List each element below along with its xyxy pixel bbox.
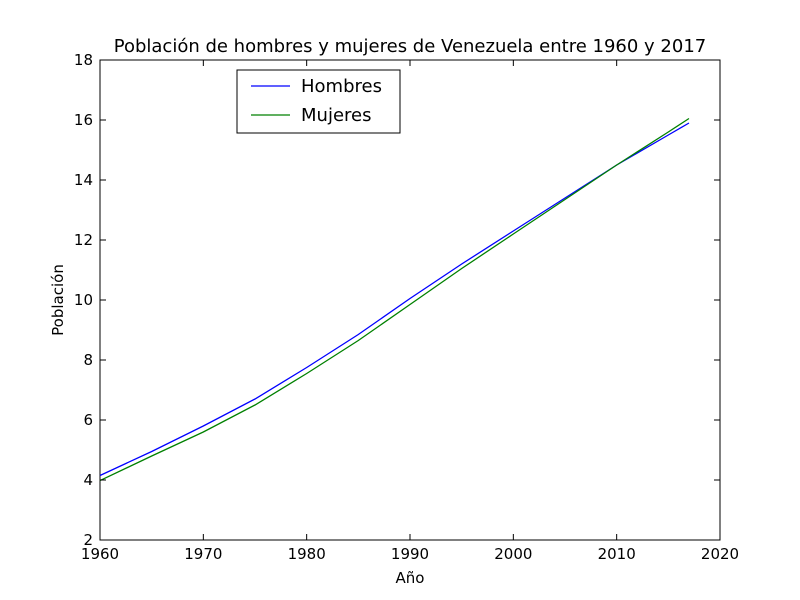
x-tick-label: 2020 xyxy=(701,545,739,563)
x-tick-label: 1990 xyxy=(391,545,429,563)
x-axis-title: Año xyxy=(396,569,425,587)
legend-label-mujeres: Mujeres xyxy=(301,105,371,126)
x-tick-label: 2000 xyxy=(494,545,532,563)
series-layer xyxy=(99,117,690,482)
x-tick-label: 1970 xyxy=(184,545,222,563)
y-tick-label: 10 xyxy=(74,291,93,309)
x-tick-label: 1980 xyxy=(288,545,326,563)
legend-box xyxy=(236,69,401,134)
plot-frame xyxy=(99,59,721,541)
y-axis: 2 4 6 8 10 12 14 16 18 xyxy=(74,51,720,549)
y-tick-label: 18 xyxy=(74,51,93,69)
x-tick-label: 1960 xyxy=(81,545,119,563)
y-axis-title: Población xyxy=(49,264,67,336)
y-tick-label: 16 xyxy=(74,111,93,129)
chart-title: Población de hombres y mujeres de Venezu… xyxy=(114,36,707,57)
y-tick-label: 4 xyxy=(83,471,93,489)
legend-label-hombres: Hombres xyxy=(301,76,382,97)
x-tick-label: 2010 xyxy=(598,545,636,563)
y-tick-label: 14 xyxy=(74,171,93,189)
plot-area: 1960 1970 1980 1990 2000 2010 2020 24681012141… xyxy=(74,51,739,563)
y-tick-label: 6 xyxy=(83,411,93,429)
y-tick-label: 12 xyxy=(74,231,93,249)
x-axis: 1960 1970 1980 1990 2000 2010 2020 xyxy=(81,60,739,563)
y-tick-label: 8 xyxy=(83,351,93,369)
series-line-mujeres xyxy=(99,117,690,482)
legend: Hombres Mujeres xyxy=(236,69,401,134)
y-tick-label: 2 xyxy=(83,531,93,549)
